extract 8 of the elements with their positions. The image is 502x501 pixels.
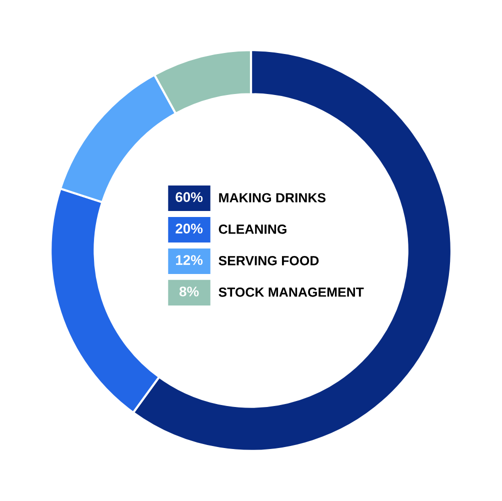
legend-label: CLEANING xyxy=(218,224,286,234)
data-label: 8% xyxy=(179,286,199,296)
data-label: 60% xyxy=(176,192,203,202)
legend-label: MAKING DRINKS xyxy=(219,193,326,202)
legend-label: STOCK MANAGEMENT xyxy=(218,287,364,297)
legend-label: SERVING FOOD xyxy=(218,256,319,266)
data-label: 12% xyxy=(176,255,203,265)
data-label: 20% xyxy=(176,224,203,234)
